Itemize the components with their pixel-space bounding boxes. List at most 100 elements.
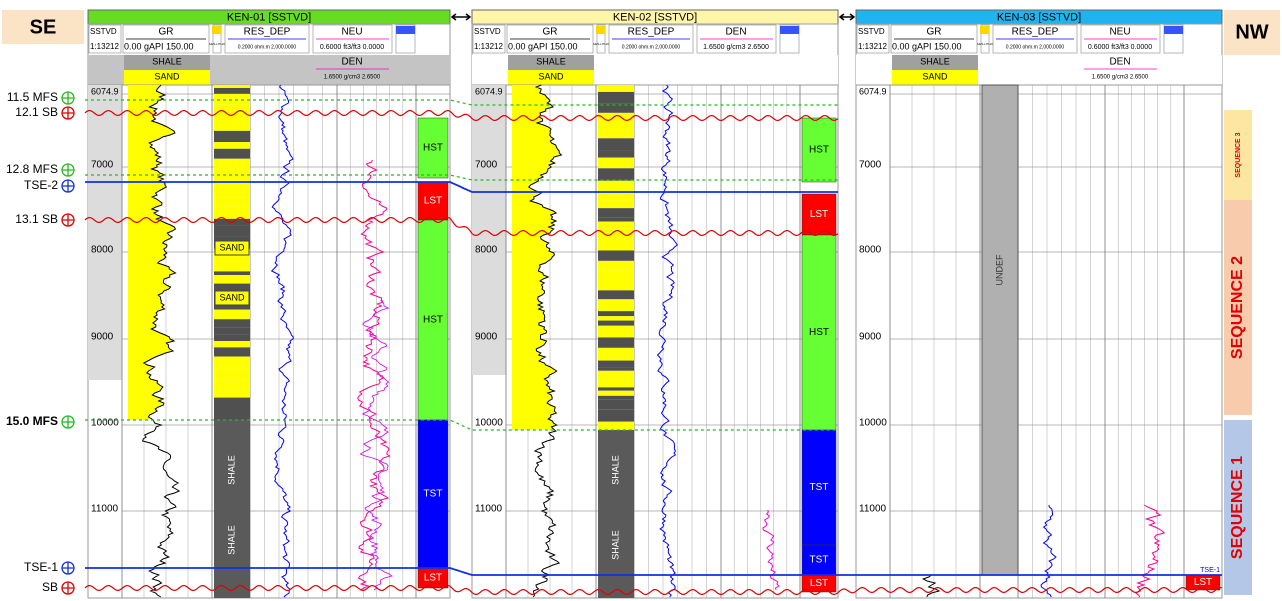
res-header: RES_DEP xyxy=(628,27,675,38)
marker-label: 12.8 MFS xyxy=(6,162,58,176)
depth-label: 11000 xyxy=(475,504,503,515)
marker-cross xyxy=(62,164,74,176)
depth-label: 6074.9 xyxy=(475,86,503,96)
res-curve xyxy=(656,84,678,598)
gr-range: 0.00 gAPI 150.00 xyxy=(508,41,578,51)
curve-range: 1.6500 g/cm3 2.6500 xyxy=(1092,75,1149,81)
lith-shale xyxy=(214,420,250,598)
depth-label: 10000 xyxy=(475,418,503,429)
lith-label: SHALE xyxy=(226,525,236,555)
correlation-line xyxy=(84,216,839,237)
sequence-band xyxy=(1224,420,1252,595)
header-cell xyxy=(122,24,210,54)
lith-header: KEN-LITHO xyxy=(593,42,610,46)
lith-stripe xyxy=(214,206,250,219)
marker-label: TSE-1 xyxy=(24,560,58,574)
sand-header: SAND xyxy=(538,71,564,81)
sequence-band xyxy=(1224,110,1252,200)
lith-stripe xyxy=(214,185,250,198)
well: KEN-01 [SSTVD] SSTVD 1:13212 GR 0.00 gAPI 15… xyxy=(87,9,451,599)
depth-label: 6074.9 xyxy=(91,86,119,96)
depth-label: 9000 xyxy=(475,332,498,343)
lith-shale xyxy=(598,430,634,598)
lith-stripe xyxy=(214,275,250,284)
header-cell xyxy=(312,24,393,54)
lith-stripe xyxy=(598,387,634,391)
gr-range: 0.00 gAPI 150.00 xyxy=(892,41,962,51)
sand-header: SAND xyxy=(922,71,948,81)
lith-stripe xyxy=(214,142,250,149)
lith-stripe xyxy=(598,217,634,222)
header-cell xyxy=(779,24,800,54)
tract-label: LST xyxy=(1194,577,1212,588)
sand-cell xyxy=(124,70,210,85)
lith-stripe xyxy=(214,93,250,105)
header-cell xyxy=(1080,24,1161,54)
lith-label: SHALE xyxy=(226,455,236,485)
lith-label: SHALE xyxy=(610,455,620,485)
curve-range: 0.6000 ft3/ft3 0.0000 xyxy=(1088,44,1152,51)
curve-header: DEN xyxy=(341,57,362,68)
systems-tract xyxy=(801,429,837,546)
den-curve xyxy=(762,509,780,591)
lith-label-box xyxy=(214,240,250,256)
lith-stripe xyxy=(598,370,634,379)
well: KEN-02 [SSTVD] SSTVD 1:13212 GR 0.00 gAPI 15… xyxy=(471,9,839,599)
lith-stripe xyxy=(598,150,634,158)
lith-stripe xyxy=(598,85,634,92)
gr-header: GR xyxy=(159,27,174,38)
depth-label: 6074.9 xyxy=(859,86,887,96)
lith-stripe xyxy=(598,134,634,139)
lith-label: SAND xyxy=(219,242,245,252)
curve-header: NEU xyxy=(1109,27,1130,38)
well-title: KEN-01 [SSTVD] xyxy=(227,11,311,23)
lith-stripe xyxy=(598,360,634,368)
lith-stripe xyxy=(598,180,634,186)
res-curve xyxy=(270,84,294,598)
lith-stripe xyxy=(214,410,250,420)
corner-bg xyxy=(1224,10,1280,55)
marker-label: SB xyxy=(42,580,58,594)
scale-label: 1:13212 xyxy=(474,42,503,51)
res-header: RES_DEP xyxy=(244,27,291,38)
lith-stripe xyxy=(598,427,634,430)
shale-header: SHALE xyxy=(152,56,182,66)
lith-stripe xyxy=(598,125,634,135)
curve-header: DEN xyxy=(1109,57,1130,68)
marker-cross xyxy=(62,92,74,104)
lith-stripe xyxy=(598,280,634,291)
lith-stripe xyxy=(598,316,634,321)
lith-stripe xyxy=(598,311,634,317)
lith-stripe xyxy=(598,325,634,338)
tract-label: HST xyxy=(423,315,443,326)
lith-stripe xyxy=(214,302,250,310)
correlation-line xyxy=(84,584,1223,596)
depth-header: SSTVD xyxy=(90,27,117,36)
lith-stripe xyxy=(598,91,634,104)
lith-stripe xyxy=(214,368,250,381)
lith-stripe xyxy=(598,367,634,371)
gr-range: 0.00 gAPI 150.00 xyxy=(124,41,194,51)
lith-label-box xyxy=(214,290,250,306)
systems-tract xyxy=(801,544,837,576)
lith-stripe xyxy=(214,180,250,186)
tract-label: LST xyxy=(424,573,442,584)
marker-cross xyxy=(62,214,74,226)
marker-label: 13.1 SB xyxy=(15,212,58,226)
lith-stripe xyxy=(214,397,250,411)
header-cell xyxy=(992,24,1078,54)
res-range: 0.2000 ohm.m 2,000.0000 xyxy=(1006,44,1065,50)
lith-stripe xyxy=(598,378,634,388)
well-title: KEN-02 [SSTVD] xyxy=(613,11,697,23)
lith-stripe xyxy=(598,395,634,400)
lith-stripe xyxy=(214,88,250,94)
lith-stripe xyxy=(214,85,250,89)
depth-header: SSTVD xyxy=(858,27,885,36)
depth-label: 8000 xyxy=(91,245,114,256)
lith-header: KEN-LITHO xyxy=(977,42,994,46)
corner-label: NW xyxy=(1235,21,1268,43)
lith-stripe xyxy=(598,107,634,113)
lith-stripe xyxy=(214,158,250,169)
systems-tract xyxy=(417,419,449,569)
lith-stripe xyxy=(214,148,250,159)
